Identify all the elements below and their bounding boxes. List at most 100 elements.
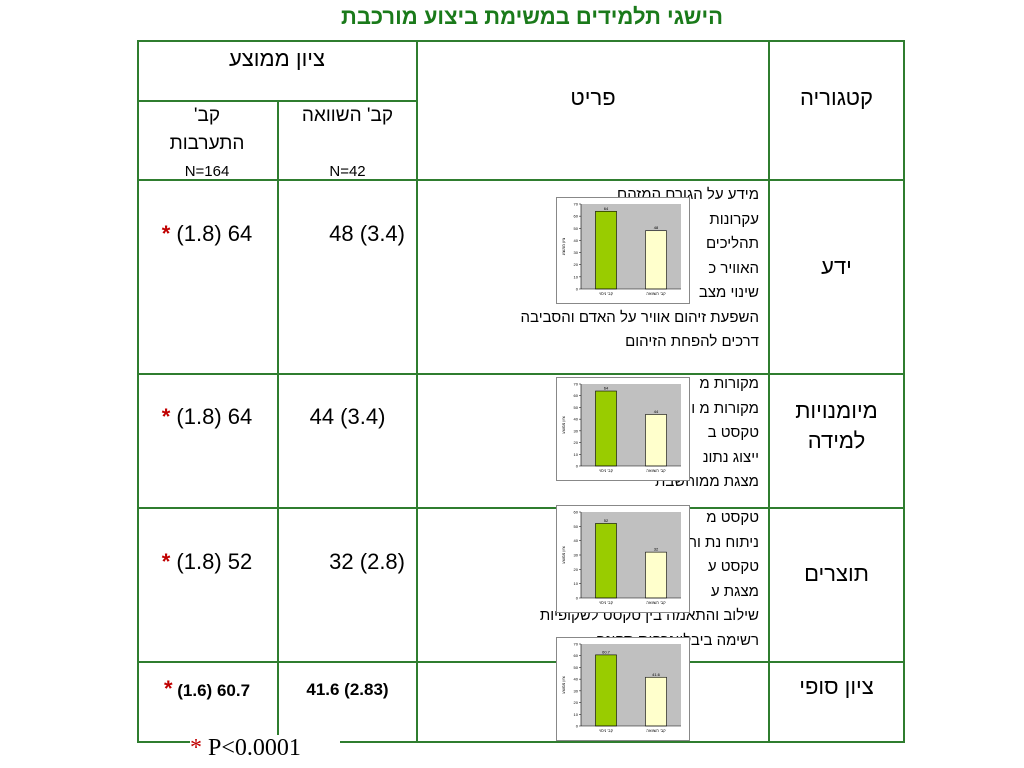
category-learning-skills-line1: מיומנויות bbox=[795, 398, 878, 423]
list-item: השפעת זיהום אוויר על האדם והסביבה bbox=[520, 308, 759, 326]
y-tick-label: 0 bbox=[576, 596, 579, 601]
y-tick-label: 70 bbox=[574, 382, 579, 387]
header-comparison-group: קב' השוואה bbox=[301, 105, 394, 126]
intervention-score-row: * (1.8) 52 bbox=[137, 549, 277, 575]
bar bbox=[645, 414, 667, 467]
comparison-score: 44 (3.4) bbox=[309, 404, 386, 429]
list-item: מצגת ע bbox=[710, 582, 759, 600]
footnote: * P<0.0001 bbox=[190, 735, 340, 765]
y-tick-label: 10 bbox=[574, 581, 579, 586]
header-intervention-line1: קב' bbox=[193, 105, 221, 126]
y-tick-label: 20 bbox=[574, 700, 579, 705]
bar bbox=[645, 676, 667, 727]
bar bbox=[595, 390, 617, 467]
header-item: פריט bbox=[570, 85, 616, 110]
header-avg-score: ציון ממוצע bbox=[229, 46, 325, 71]
column-divider bbox=[277, 100, 279, 743]
list-item: האוויר כ bbox=[708, 259, 759, 277]
results-table: ציון ממוצע פריט קטגוריה קב' השוואה N=42 … bbox=[137, 40, 905, 743]
page-title: הישגי תלמידים במשימת ביצוע מורכבת bbox=[341, 4, 723, 29]
intervention-score-row: * (1.8) 64 bbox=[137, 221, 277, 247]
y-tick-label: 60 bbox=[574, 393, 579, 398]
y-tick-label: 10 bbox=[574, 274, 579, 279]
row-divider bbox=[137, 179, 905, 181]
row-divider bbox=[137, 661, 905, 663]
y-tick-label: 50 bbox=[574, 226, 579, 231]
comparison-score: 32 (2.8) bbox=[329, 549, 405, 574]
x-tick-label: קב' השוואה bbox=[646, 468, 666, 473]
bar-chart: 0 10 20 30 40 50 60 70 ציון ממוצע 64 קב' ניסוי 48 קב… bbox=[556, 197, 690, 304]
bar bbox=[595, 654, 617, 727]
y-tick-label: 40 bbox=[574, 238, 579, 243]
x-tick-label: קב' השוואה bbox=[646, 600, 666, 605]
intervention-score-row: * (1.6) 60.7 bbox=[137, 676, 277, 702]
list-item: ניתוח נת ות bbox=[686, 533, 759, 551]
category-knowledge: ידע bbox=[821, 254, 852, 279]
y-tick-label: 0 bbox=[576, 724, 579, 729]
column-divider bbox=[768, 40, 770, 743]
significance-star: * bbox=[161, 549, 171, 574]
x-tick-label: קב' ניסוי bbox=[599, 468, 613, 473]
y-axis-label: ציון ממוצע bbox=[561, 675, 566, 693]
intervention-score: (1.8) 52 bbox=[176, 549, 253, 574]
y-tick-label: 40 bbox=[574, 538, 579, 543]
list-item: טקסט ב bbox=[707, 424, 759, 441]
intervention-score: (1.8) 64 bbox=[176, 404, 253, 429]
category-learning-skills-line2: למידה bbox=[807, 428, 866, 453]
bar-chart: 0 10 20 30 40 50 60 70 ציון ממוצע 64 קב' ניסוי 44 קב… bbox=[556, 377, 690, 481]
y-tick-label: 60 bbox=[574, 214, 579, 219]
data-label: 41.6 bbox=[652, 672, 661, 677]
list-item: טקסט מ bbox=[706, 509, 759, 526]
list-item: טקסט ע bbox=[707, 558, 759, 575]
list-item: שינוי מצב bbox=[698, 284, 759, 301]
footnote-star: * bbox=[190, 735, 202, 761]
y-tick-label: 0 bbox=[576, 464, 579, 469]
bar bbox=[595, 523, 617, 599]
comparison-score: 41.6 (2.83) bbox=[306, 680, 389, 699]
category-products: תוצרים bbox=[804, 561, 869, 586]
data-label: 48 bbox=[654, 225, 659, 230]
y-tick-label: 70 bbox=[574, 202, 579, 207]
x-tick-label: קב' ניסוי bbox=[599, 728, 613, 733]
y-tick-label: 50 bbox=[574, 524, 579, 529]
header-comparison-n: N=42 bbox=[329, 163, 366, 180]
data-label: 64 bbox=[604, 206, 609, 211]
data-label: 64 bbox=[604, 386, 609, 391]
y-axis-label: ציון ממוצע bbox=[561, 237, 566, 255]
comparison-score: 48 (3.4) bbox=[329, 221, 405, 246]
y-tick-label: 30 bbox=[574, 428, 579, 433]
y-tick-label: 60 bbox=[574, 510, 579, 515]
header-intervention-line2: התערבות bbox=[169, 133, 245, 154]
significance-star: * bbox=[161, 404, 171, 429]
x-tick-label: קב' השוואה bbox=[646, 291, 666, 296]
y-tick-label: 30 bbox=[574, 553, 579, 558]
y-tick-label: 20 bbox=[574, 440, 579, 445]
y-tick-label: 60 bbox=[574, 653, 579, 658]
bar-chart: 0 10 20 30 40 50 60 70 ציון ממוצע 60.7 קב' ניסוי 41… bbox=[556, 637, 690, 741]
items-list: מידע על הגורם המזהם עקרונות תהליכים האוו… bbox=[521, 183, 759, 355]
list-item: תהליכים bbox=[705, 235, 759, 252]
x-tick-label: קב' השוואה bbox=[646, 728, 666, 733]
column-divider bbox=[416, 40, 418, 743]
y-tick-label: 20 bbox=[574, 567, 579, 572]
footnote-text: P<0.0001 bbox=[208, 735, 301, 761]
table-border-right bbox=[903, 40, 905, 743]
y-tick-label: 30 bbox=[574, 250, 579, 255]
bar-chart: 0 10 20 30 40 50 60 ציון ממוצע 52 קב' ניסוי 32 קב' … bbox=[556, 505, 690, 613]
header-divider bbox=[137, 100, 418, 102]
y-tick-label: 0 bbox=[576, 287, 579, 292]
intervention-score: (1.6) 60.7 bbox=[177, 681, 251, 700]
y-tick-label: 70 bbox=[574, 642, 579, 647]
data-label: 52 bbox=[604, 518, 609, 523]
header-intervention-n: N=164 bbox=[184, 163, 230, 180]
y-tick-label: 30 bbox=[574, 688, 579, 693]
data-label: 32 bbox=[654, 547, 659, 552]
bar bbox=[595, 210, 617, 290]
table-border-left bbox=[137, 40, 139, 743]
bar bbox=[645, 230, 667, 290]
data-label: 44 bbox=[654, 409, 659, 414]
row-divider bbox=[137, 373, 905, 375]
table-border-bottom bbox=[137, 741, 905, 743]
y-tick-label: 10 bbox=[574, 712, 579, 717]
row-divider bbox=[137, 507, 905, 509]
